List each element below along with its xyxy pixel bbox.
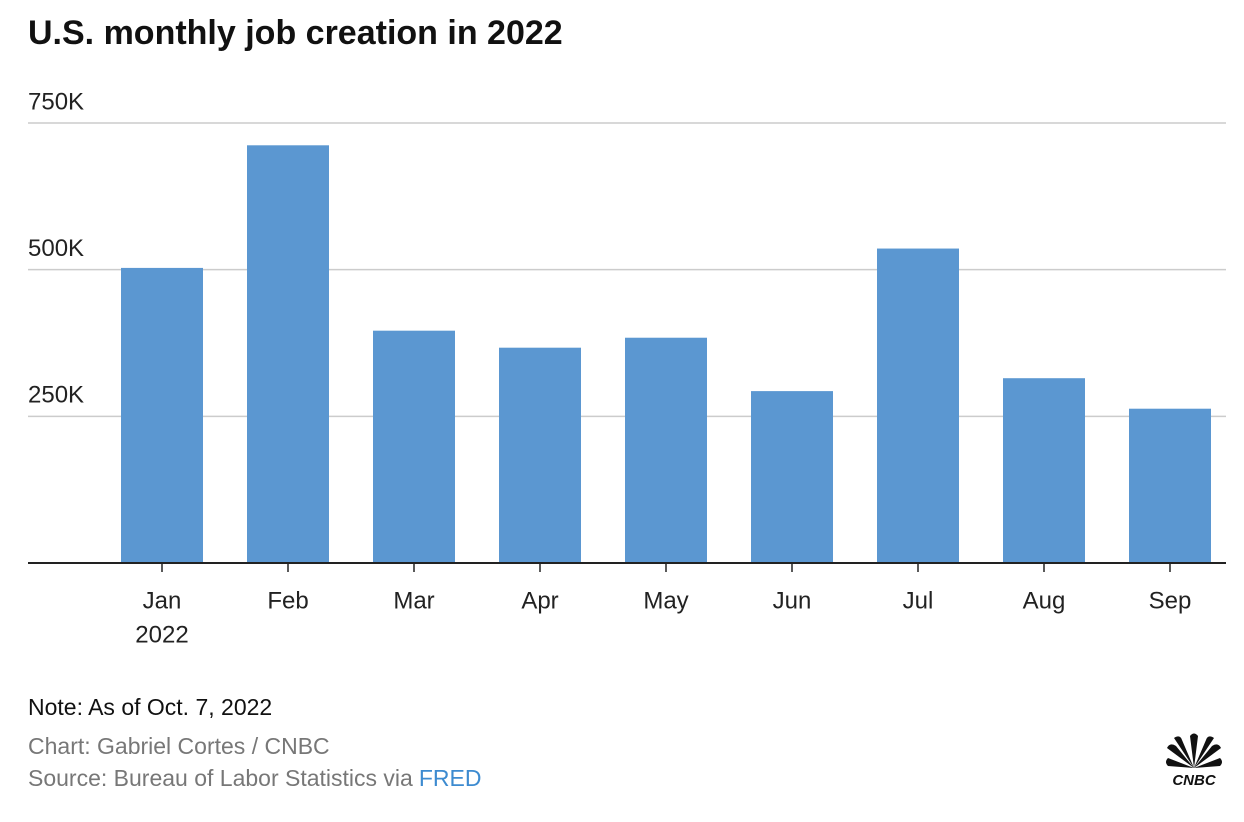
chart-title: U.S. monthly job creation in 2022 (28, 14, 563, 52)
bar (499, 347, 581, 563)
chart: U.S. monthly job creation in 2022 250K 50… (28, 14, 1226, 648)
bar (121, 267, 203, 563)
y-tick-label: 500K (28, 235, 84, 262)
x-tick-label: May (643, 587, 688, 614)
source-link[interactable]: FRED (418, 765, 482, 791)
x-year-label: 2022 (135, 621, 188, 648)
x-tick-label: Jul (903, 587, 934, 614)
bar (1129, 408, 1211, 563)
credit: Chart: Gabriel Cortes / CNBC (28, 733, 330, 759)
x-tick-label: Apr (521, 587, 558, 614)
x-tick-label: Jan (143, 587, 182, 614)
logo: CNBC (1166, 733, 1222, 789)
note: Note: As of Oct. 7, 2022 (28, 694, 273, 720)
bar (373, 330, 455, 563)
logo-text: CNBC (1172, 772, 1216, 789)
x-tick-label: Aug (1023, 587, 1066, 614)
x-tick-label: Feb (267, 587, 308, 614)
bar (751, 391, 833, 563)
bar (247, 145, 329, 563)
bar (625, 337, 707, 563)
bar (1003, 378, 1085, 563)
source-text: Source: Bureau of Labor Statistics via (28, 765, 413, 791)
bar (877, 248, 959, 563)
source: Source: Bureau of Labor Statistics via FR… (28, 765, 481, 792)
x-tick-label: Sep (1149, 587, 1192, 614)
logo-mark (1166, 733, 1222, 768)
y-tick-label: 750K (28, 88, 84, 115)
y-tick-label: 250K (28, 382, 84, 409)
x-tick-label: Mar (393, 587, 434, 614)
x-tick-label: Jun (773, 587, 812, 614)
